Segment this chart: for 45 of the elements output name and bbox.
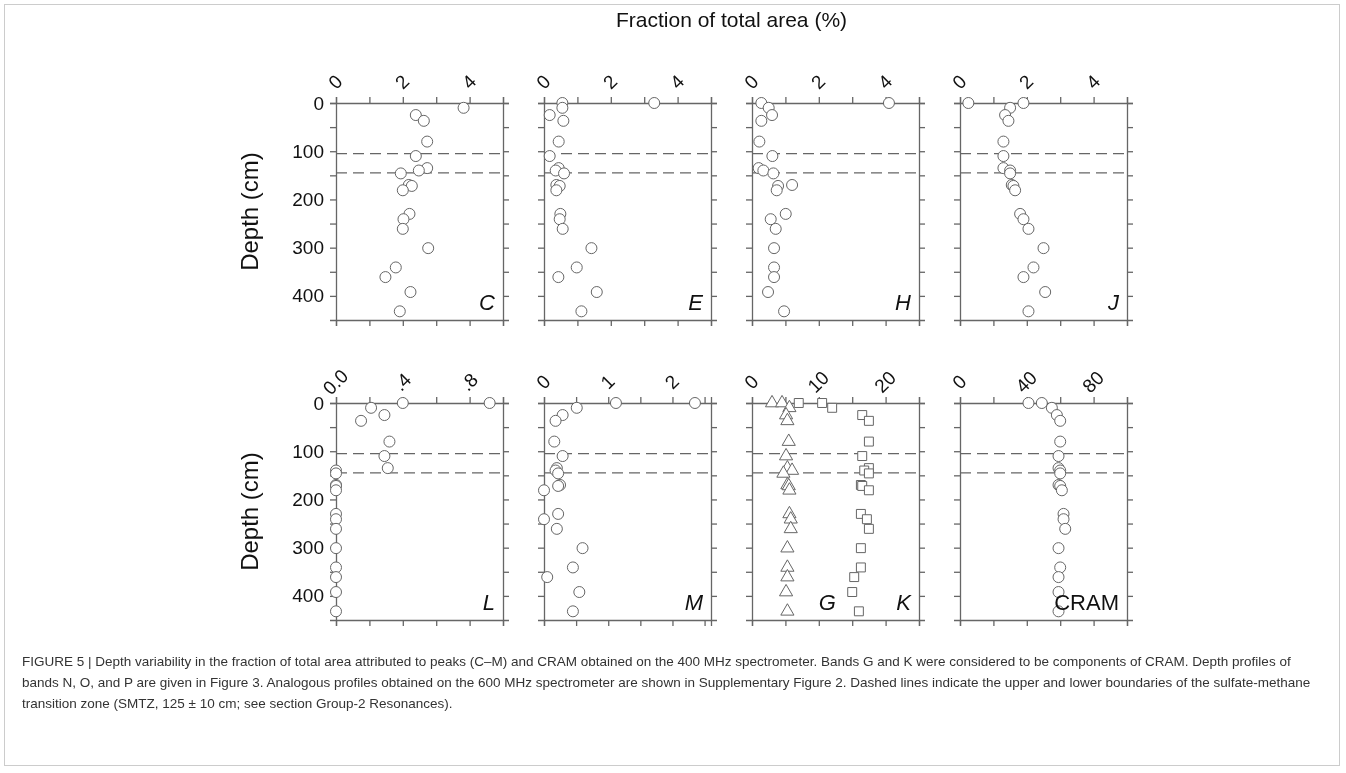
y-tick-label: 400	[292, 285, 324, 307]
x-tick-label: 2	[1015, 70, 1038, 94]
legend-label: K	[896, 590, 913, 615]
x-tick-label: 2	[807, 70, 830, 94]
x-tick-label: 0	[532, 370, 555, 394]
x-tick-label: 1	[596, 370, 619, 394]
y-tick-label: 400	[292, 585, 324, 607]
x-tick-label: 0	[740, 70, 763, 94]
x-tick-label: 0	[948, 370, 971, 394]
x-tick-label: .8	[456, 368, 483, 395]
x-tick-label: 10	[803, 367, 834, 397]
x-tick-label: 2	[391, 70, 414, 94]
x-tick-label: 4	[873, 70, 897, 94]
x-tick-label: 40	[1011, 367, 1042, 397]
legend-label: M	[684, 590, 704, 615]
y-tick-label: 0	[313, 92, 324, 114]
x-tick-label: 4	[457, 70, 481, 94]
x-tick-label: 80	[1078, 367, 1108, 397]
y-axis-title: Depth (cm)	[236, 152, 263, 271]
x-tick-label: 4	[665, 70, 689, 94]
y-tick-label: 200	[292, 189, 324, 211]
x-tick-label: 4	[1081, 70, 1105, 94]
y-tick-label: 100	[292, 140, 324, 162]
y-axis-title: Depth (cm)	[236, 452, 263, 571]
x-tick-label: 20	[870, 367, 900, 397]
x-tick-label: 2	[599, 70, 622, 94]
legend-label: J	[1107, 290, 1120, 315]
series-label: G	[818, 590, 836, 615]
legend-label: H	[895, 290, 912, 315]
x-tick-label: 2	[660, 370, 684, 394]
x-axis-title: Fraction of total area (%)	[615, 8, 848, 31]
x-tick-label: 0	[740, 370, 763, 394]
y-tick-label: 300	[292, 237, 324, 259]
legend-label: L	[482, 590, 495, 615]
x-tick-label: .4	[389, 368, 416, 395]
y-tick-label: 300	[292, 537, 324, 559]
x-tick-label: 0	[532, 70, 555, 94]
legend-label: CRAM	[1054, 590, 1119, 615]
x-tick-label: 0	[948, 70, 971, 94]
legend-label: E	[688, 290, 704, 315]
caption: FIGURE 5 | Depth variability in the fraction of total area attributed to peaks (C–M) and CRAM obtained on the 400 MHz spectrometer. Bands G and K were considered to be components of CRAM. Depth profiles of bands N, O, and P are given in Figure 3. Analogous profiles obtained on the 600 MHz spectrometer are shown in Supplementary Figure 2. Dashed lines indicate the upper and lower boundaries of the sulfate-methane transition zone (SMTZ, 125 ± 10 cm; see section Group-2 Resonances).	[22, 653, 1312, 713]
y-tick-label: 0	[313, 392, 324, 414]
y-tick-label: 100	[292, 440, 324, 462]
legend-label: C	[479, 290, 496, 315]
y-tick-label: 200	[292, 489, 324, 511]
